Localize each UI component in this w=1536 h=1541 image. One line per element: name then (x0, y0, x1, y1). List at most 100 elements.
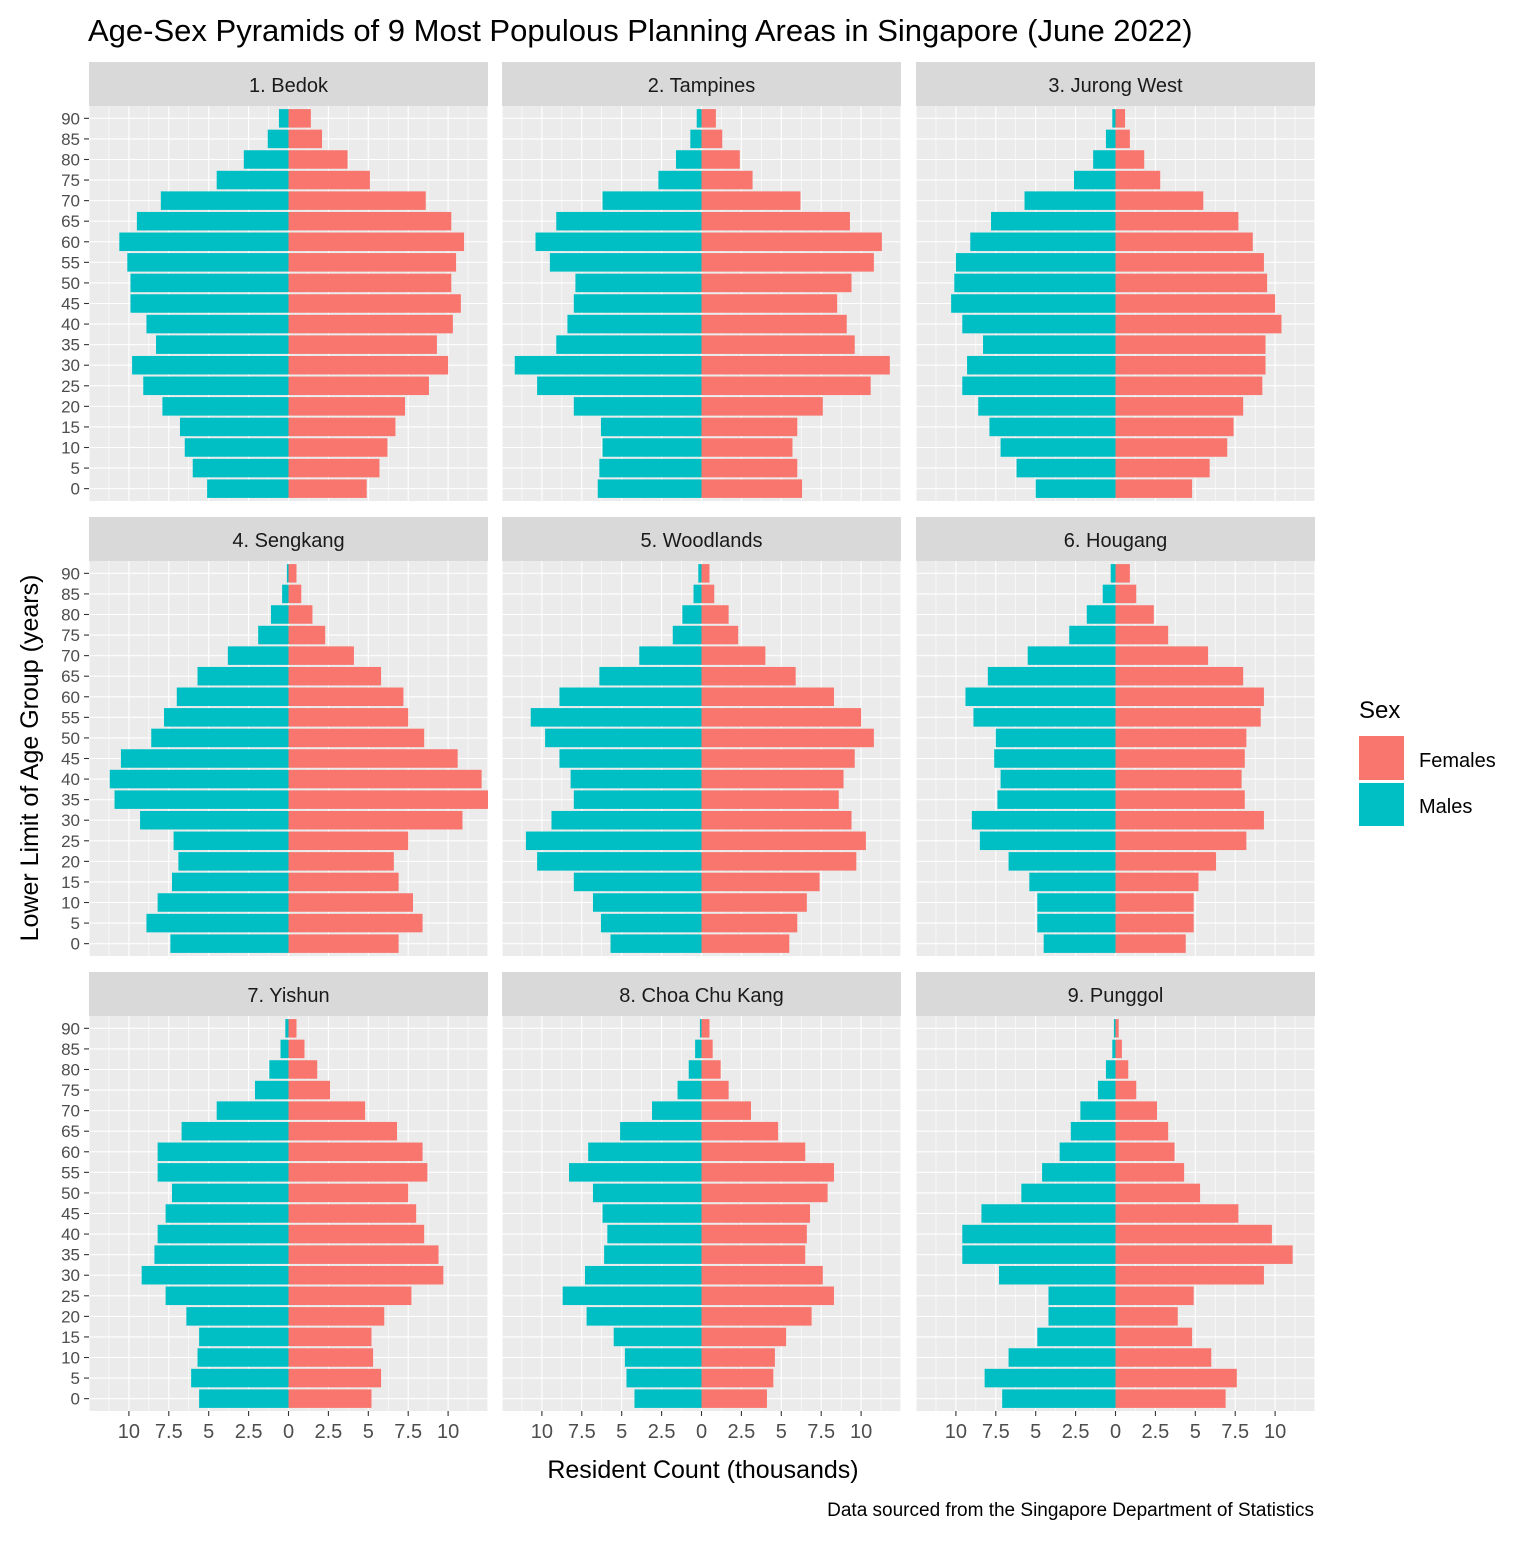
female-bar (288, 810, 463, 830)
female-bar (288, 150, 348, 169)
y-tick-label: 30 (61, 356, 80, 375)
female-bar (701, 1245, 806, 1264)
facet-strip-label: 1. Bedok (249, 75, 329, 97)
y-tick-label: 15 (61, 1328, 80, 1347)
facet-panel: 8. Choa Chu Kang 10 7.5 5 2.5 0 2.5 5 7.5 10 (501, 972, 902, 1443)
female-bar (1115, 605, 1154, 624)
facet-panel: 5. Woodlands (501, 517, 902, 956)
female-bar (701, 314, 847, 334)
female-bar (288, 438, 388, 457)
facet-strip-label: 2. Tampines (648, 75, 755, 97)
female-bar (1115, 314, 1282, 334)
male-bar (178, 852, 289, 871)
y-tick-label: 90 (61, 109, 80, 128)
female-bar (288, 376, 429, 396)
female-bar (1115, 1327, 1193, 1347)
male-bar (176, 687, 289, 707)
female-bar (288, 1060, 318, 1079)
female-bar (288, 1286, 412, 1306)
female-bar (1115, 852, 1217, 871)
female-bar (1115, 1224, 1272, 1244)
female-bar (1115, 564, 1130, 583)
male-bar (1112, 1039, 1116, 1059)
male-bar (549, 253, 702, 272)
female-bar (701, 810, 852, 830)
female-bar (1115, 749, 1245, 768)
legend-label-females: Females (1419, 750, 1496, 772)
male-bar (1037, 913, 1116, 933)
x-tick-label: 10 (118, 1421, 140, 1443)
x-tick-label: 2.5 (1062, 1421, 1090, 1443)
male-bar (154, 1245, 289, 1264)
male-bar (981, 1204, 1116, 1223)
female-bar (701, 1019, 710, 1038)
male-bar (573, 294, 702, 313)
male-bar (184, 438, 289, 457)
female-bar (288, 355, 449, 375)
x-tick-label: 5 (776, 1421, 787, 1443)
female-bar (288, 728, 425, 748)
male-bar (1080, 1101, 1116, 1120)
male-bar (1069, 625, 1116, 645)
male-bar (114, 790, 289, 809)
male-bar (597, 479, 702, 498)
male-bar (286, 564, 289, 583)
female-bar (701, 728, 874, 748)
female-bar (1115, 687, 1264, 707)
female-bar (288, 666, 382, 686)
male-bar (983, 335, 1116, 354)
female-bar (1115, 934, 1186, 953)
female-bar (288, 646, 354, 665)
male-bar (995, 728, 1116, 748)
y-tick-label: 80 (61, 1060, 80, 1079)
male-bar (613, 1327, 702, 1347)
female-bar (701, 913, 798, 933)
female-bar (1115, 211, 1239, 231)
female-bar (701, 872, 820, 892)
male-bar (1074, 170, 1116, 190)
female-bar (288, 417, 396, 437)
male-bar (556, 211, 702, 231)
female-bar (1115, 1121, 1169, 1141)
female-bar (1115, 417, 1234, 437)
male-bar (602, 191, 702, 210)
male-bar (559, 749, 702, 768)
male-bar (562, 1286, 702, 1306)
male-bar (602, 438, 702, 457)
female-bar (288, 1224, 425, 1244)
female-bar (1115, 1060, 1129, 1079)
female-bar (288, 294, 461, 313)
male-bar (602, 1204, 702, 1223)
male-bar (962, 1245, 1116, 1264)
y-tick-label: 75 (61, 1081, 80, 1100)
female-bar (288, 852, 394, 871)
male-bar (604, 1245, 702, 1264)
male-bar (157, 893, 289, 912)
legend-label-males: Males (1419, 796, 1472, 818)
female-bar (1115, 479, 1193, 498)
female-bar (701, 769, 844, 789)
female-bar (1115, 1142, 1175, 1162)
x-tick-label: 10 (945, 1421, 967, 1443)
x-axis-label: Resident Count (thousands) (547, 1456, 858, 1484)
x-tick-label: 7.5 (568, 1421, 596, 1443)
male-bar (1113, 1019, 1116, 1038)
female-bar (701, 646, 766, 665)
y-tick-label: 5 (71, 459, 80, 478)
female-bar (288, 872, 399, 892)
female-bar (701, 790, 839, 809)
male-bar (696, 109, 702, 128)
male-bar (971, 810, 1116, 830)
male-bar (575, 273, 702, 293)
male-bar (227, 646, 289, 665)
female-bar (1115, 1265, 1264, 1285)
x-tick-label: 7.5 (807, 1421, 835, 1443)
female-bar (288, 1163, 428, 1182)
x-tick-label: 5 (203, 1421, 214, 1443)
male-bar (1093, 150, 1116, 169)
male-bar (130, 273, 289, 293)
facet-strip-label: 8. Choa Chu Kang (619, 985, 784, 1007)
male-bar (1029, 872, 1116, 892)
facet-strip (916, 517, 1315, 561)
